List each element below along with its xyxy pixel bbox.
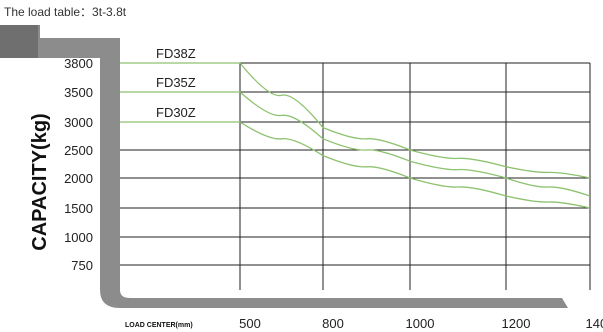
y-tick-1500: 1500	[64, 201, 93, 216]
chart-title: The load table：3t-3.8t	[4, 5, 127, 19]
y-axis-label: CAPACITY(kg)	[29, 113, 51, 250]
x-tick-1400: 1400	[586, 316, 603, 331]
x-tick-1000: 1000	[406, 316, 435, 331]
chart-labels: FD38Z FD35Z FD30Z 750 1000 1500 2000 2500 3000 35…	[4, 5, 603, 331]
y-tick-2000: 2000	[64, 171, 93, 186]
fork-shape	[0, 25, 568, 308]
series-line-fd30z	[120, 121, 591, 209]
chart-grid	[120, 62, 591, 290]
x-tick-500: 500	[239, 316, 261, 331]
forklift-silhouette	[0, 25, 568, 308]
y-tick-3500: 3500	[64, 85, 93, 100]
x-axis-label: LOAD CENTER(mm)	[125, 322, 193, 329]
series-label-fd38z: FD38Z	[156, 46, 196, 61]
y-tick-3000: 3000	[64, 115, 93, 130]
series-label-fd35z: FD35Z	[156, 75, 196, 90]
series-line-fd38z	[120, 62, 591, 179]
mast-block	[0, 25, 38, 58]
series-lines	[120, 62, 591, 209]
series-line-fd35z	[120, 91, 591, 197]
y-tick-3800: 3800	[64, 56, 93, 71]
x-tick-1200: 1200	[502, 316, 531, 331]
y-tick-750: 750	[71, 258, 93, 273]
y-tick-2500: 2500	[64, 143, 93, 158]
series-label-fd30z: FD30Z	[156, 105, 196, 120]
x-tick-800: 800	[322, 316, 344, 331]
y-tick-1000: 1000	[64, 230, 93, 245]
